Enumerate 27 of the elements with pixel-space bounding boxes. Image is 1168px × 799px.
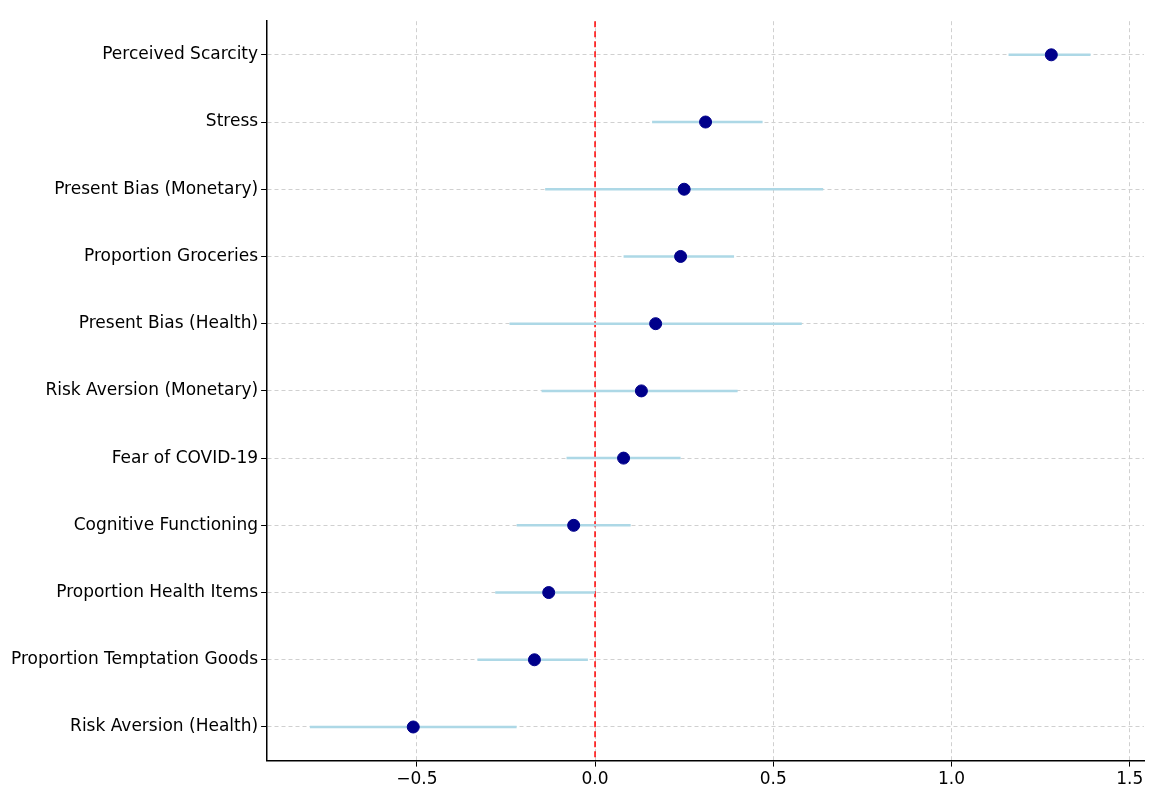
x-tick-label: 1.0 — [937, 768, 966, 789]
point — [406, 720, 420, 734]
y-tick-label: Risk Aversion (Monetary) — [45, 379, 259, 400]
y-tick-label: Risk Aversion (Health) — [70, 715, 259, 736]
point — [634, 384, 648, 398]
y-tick-label: Cognitive Functioning — [73, 513, 259, 534]
point — [542, 586, 556, 600]
y-tick-label: Fear of COVID-19 — [111, 446, 259, 467]
y-tick-label: Proportion Groceries — [83, 244, 259, 265]
y-tick-label: Present Bias (Monetary) — [54, 177, 259, 198]
point — [674, 249, 688, 263]
point — [649, 317, 663, 331]
y-tick-label: Present Bias (Health) — [78, 312, 259, 333]
x-tick-label: −0.5 — [396, 768, 438, 789]
point — [699, 115, 713, 129]
point — [677, 182, 691, 196]
y-tick-label: Proportion Health Items — [56, 580, 259, 601]
y-tick-label: Perceived Scarcity — [102, 43, 259, 64]
point — [617, 451, 631, 465]
x-tick-label: 0.5 — [759, 768, 787, 789]
x-tick-label: 0.0 — [581, 768, 609, 789]
y-tick-label: Proportion Temptation Goods — [10, 648, 259, 669]
point — [567, 518, 581, 532]
x-tick-label: 1.5 — [1116, 768, 1144, 789]
point — [527, 653, 541, 667]
point — [1044, 48, 1058, 62]
y-tick-label: Stress — [205, 110, 259, 131]
